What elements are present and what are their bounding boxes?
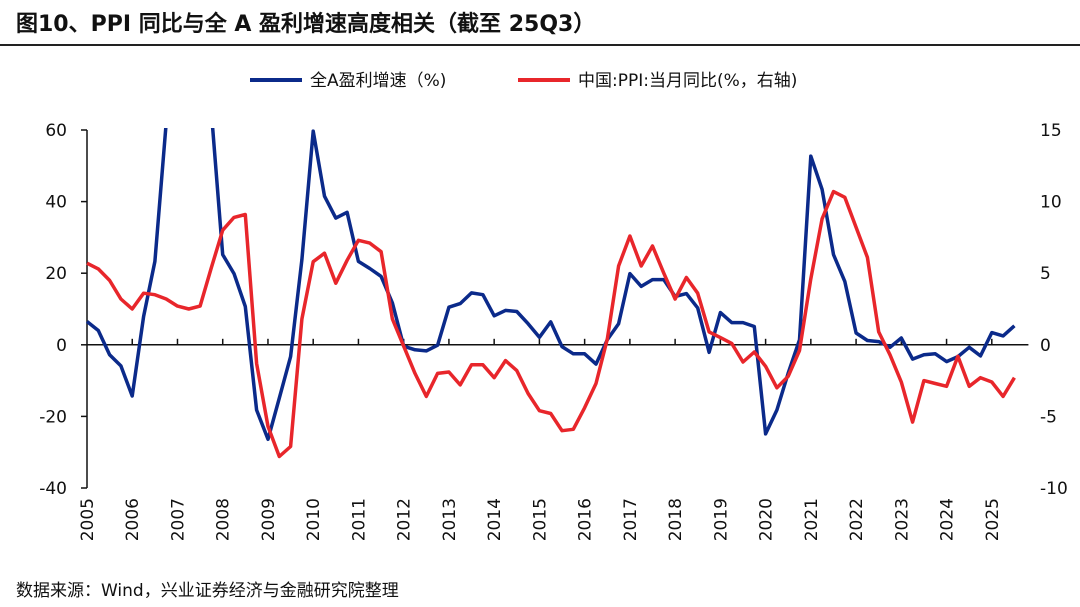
x-axis-tick-label: 2014 bbox=[485, 498, 505, 541]
series-line-profit-growth bbox=[85, 128, 1016, 442]
title-divider bbox=[0, 44, 1080, 46]
right-axis-tick-label: 0 bbox=[1040, 336, 1051, 356]
right-axis-tick-label: -5 bbox=[1040, 407, 1057, 427]
x-axis-tick-label: 2011 bbox=[349, 498, 369, 541]
series-line-ppi-yoy bbox=[86, 189, 1016, 459]
right-axis-tick-label: 15 bbox=[1040, 121, 1062, 141]
x-axis-tick-label: 2015 bbox=[530, 498, 550, 541]
x-axis-tick-label: 2024 bbox=[938, 498, 958, 541]
right-axis-tick-label: 10 bbox=[1040, 193, 1062, 213]
left-axis-tick-label: -40 bbox=[39, 479, 67, 499]
x-axis-tick-label: 2016 bbox=[576, 498, 596, 541]
left-axis-tick-label: 20 bbox=[45, 264, 67, 284]
x-axis-tick-label: 2022 bbox=[847, 498, 867, 541]
source-note: 数据来源：Wind，兴业证券经济与金融研究院整理 bbox=[16, 581, 399, 601]
x-axis-tick-label: 2007 bbox=[168, 498, 188, 541]
axes: 60 40 20 0 -20 -40 15 10 5 0 -5 -10 2005 2006 2007 2008… bbox=[39, 121, 1068, 541]
x-axis-tick-label: 2013 bbox=[440, 498, 460, 541]
left-axis-tick-label: -20 bbox=[39, 407, 67, 427]
legend: 全A盈利增速（%) 中国:PPI:当月同比(%，右轴) bbox=[250, 71, 797, 91]
x-axis-tick-label: 2025 bbox=[983, 498, 1003, 541]
x-axis-tick-label: 2023 bbox=[892, 498, 912, 541]
right-axis-tick-label: -10 bbox=[1040, 479, 1068, 499]
x-axis-tick-label: 2008 bbox=[214, 498, 234, 541]
left-axis-tick-label: 60 bbox=[45, 121, 67, 141]
x-axis-tick-label: 2018 bbox=[666, 498, 686, 541]
legend-label-profit: 全A盈利增速（%) bbox=[310, 71, 446, 91]
left-axis-tick-label: 40 bbox=[45, 193, 67, 213]
right-axis-tick-label: 5 bbox=[1040, 264, 1051, 284]
x-axis-tick-label: 2019 bbox=[711, 498, 731, 541]
x-axis-tick-label: 2010 bbox=[304, 498, 324, 541]
x-axis-tick-label: 2005 bbox=[78, 498, 98, 541]
x-axis-tick-label: 2020 bbox=[757, 498, 777, 541]
series-lines bbox=[85, 128, 1016, 459]
legend-label-ppi: 中国:PPI:当月同比(%，右轴) bbox=[578, 71, 797, 91]
x-axis-tick-label: 2012 bbox=[395, 498, 415, 541]
x-axis-tick-label: 2021 bbox=[802, 498, 822, 541]
x-axis-tick-label: 2006 bbox=[123, 498, 143, 541]
x-axis-tick-label: 2017 bbox=[621, 498, 641, 541]
x-axis-tick-label: 2009 bbox=[259, 498, 279, 541]
left-axis-tick-label: 0 bbox=[56, 336, 67, 356]
chart-title: 图10、PPI 同比与全 A 盈利增速高度相关（截至 25Q3） bbox=[16, 12, 596, 37]
